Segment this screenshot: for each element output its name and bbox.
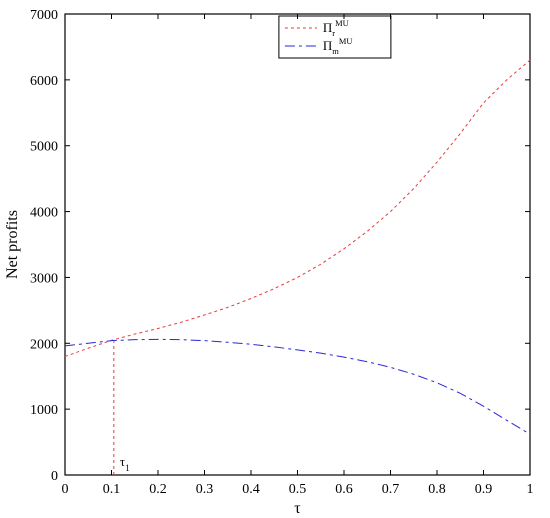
x-tick-label: 0.3	[196, 482, 214, 497]
y-tick-label: 2000	[30, 337, 58, 352]
x-tick-label: 0.8	[428, 482, 446, 497]
x-tick-label: 0	[62, 482, 69, 497]
y-tick-label: 1000	[30, 403, 58, 418]
y-tick-label: 0	[51, 469, 58, 484]
y-tick-label: 5000	[30, 140, 58, 155]
y-tick-label: 4000	[30, 206, 58, 221]
y-axis-label: Net profits	[4, 210, 21, 279]
x-tick-label: 0.2	[149, 482, 167, 497]
x-axis-label: τ	[294, 500, 301, 517]
x-tick-label: 0.7	[382, 482, 400, 497]
x-tick-label: 0.6	[335, 482, 353, 497]
chart-svg: 0 0.1 0.2 0.3 0.4 0.5 0.6 0.7 0.8 0.9 1 0 1000 2000 30…	[0, 0, 550, 518]
y-tick-label: 6000	[30, 74, 58, 89]
x-tick-label: 0.4	[242, 482, 260, 497]
x-tick-label: 1	[527, 482, 534, 497]
x-tick-label: 0.9	[475, 482, 493, 497]
y-tick-label: 7000	[30, 8, 58, 23]
x-tick-label: 0.5	[289, 482, 307, 497]
y-tick-label: 3000	[30, 271, 58, 286]
x-tick-label: 0.1	[103, 482, 121, 497]
net-profits-chart: 0 0.1 0.2 0.3 0.4 0.5 0.6 0.7 0.8 0.9 1 0 1000 2000 30…	[0, 0, 550, 518]
